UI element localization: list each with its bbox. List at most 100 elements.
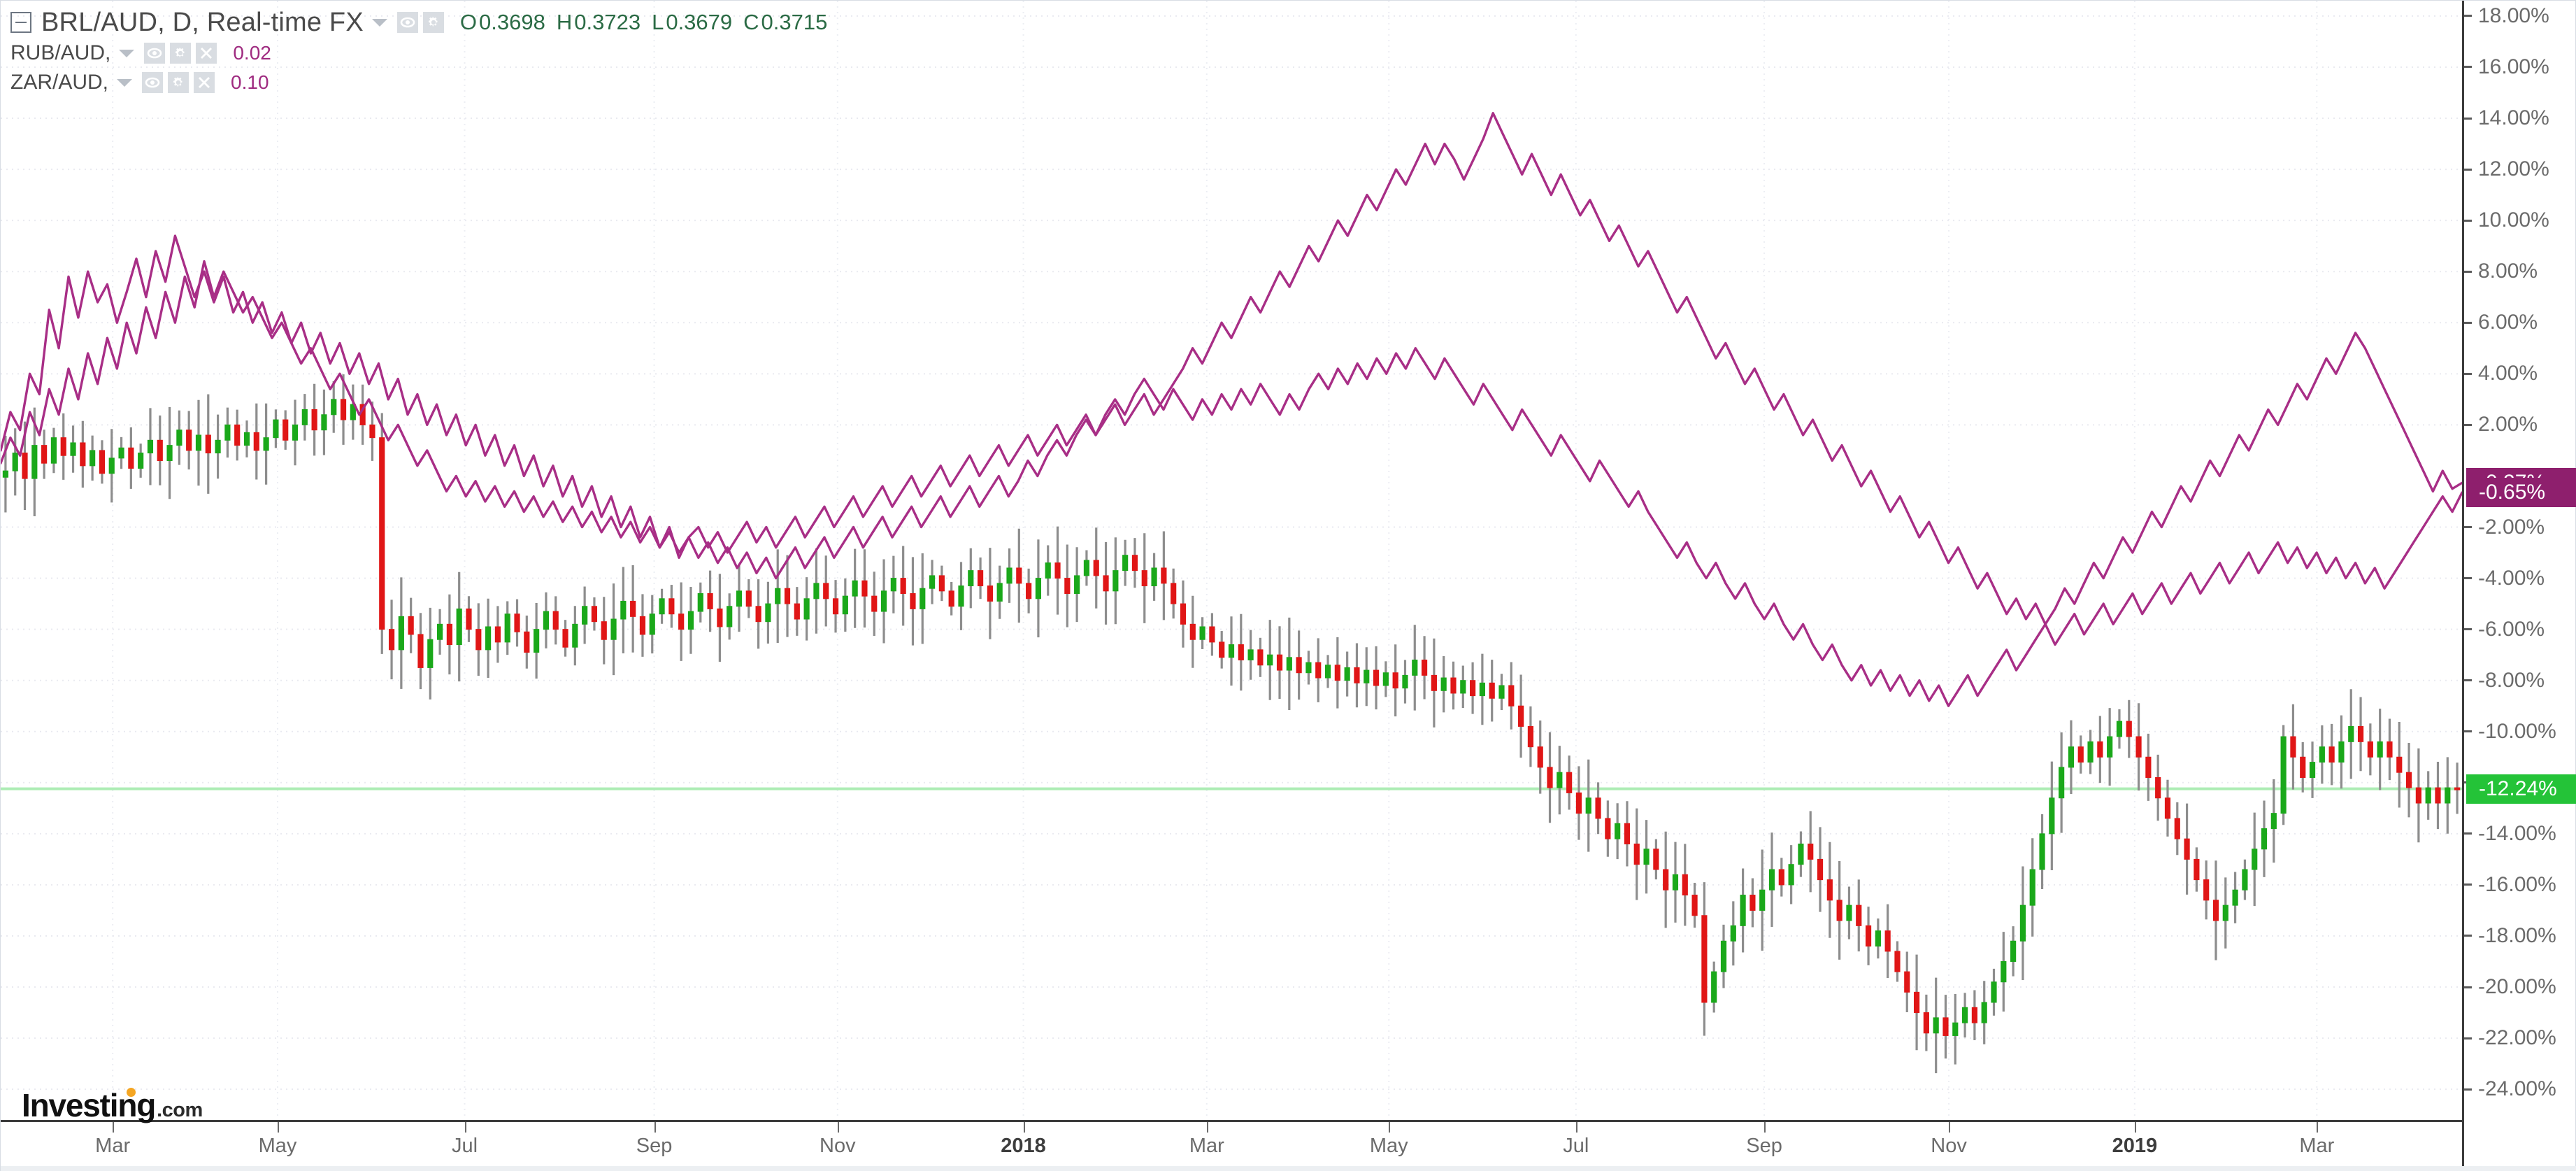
chart-legend: BRL/AUD, D, Real-time FX O0.3698 H0.3723… [10, 6, 827, 97]
tick-mark [2464, 628, 2472, 631]
series-symbol-label-zar[interactable]: ZAR/AUD, [10, 71, 109, 94]
time-axis-tick-label: May [1369, 1135, 1408, 1157]
tick-mark [2464, 66, 2472, 69]
gear-icon[interactable] [168, 72, 189, 93]
price-axis-tick-label: 10.00% [2478, 208, 2549, 232]
tick-mark [1206, 1122, 1208, 1133]
time-axis-tick-label: 2018 [1001, 1135, 1046, 1157]
price-axis-tick-label: 2.00% [2478, 413, 2538, 437]
time-axis-tick-label: Mar [2299, 1135, 2335, 1157]
tick-mark [1764, 1122, 1766, 1133]
series-value-rub: 0.02 [233, 42, 271, 64]
legend-row-zar-aud[interactable]: ZAR/AUD, 0.10 [10, 68, 827, 97]
series-value-zar: 0.10 [231, 71, 269, 93]
close-x-icon[interactable] [194, 72, 215, 93]
price-badge-zar[interactable]: -0.65% [2466, 478, 2576, 508]
price-axis-tick-label: 6.00% [2478, 311, 2538, 334]
legend-row-main[interactable]: BRL/AUD, D, Real-time FX O0.3698 H0.3723… [10, 6, 827, 38]
price-axis-tick-label: -16.00% [2478, 872, 2556, 896]
legend-row-rub-aud[interactable]: RUB/AUD, 0.02 [10, 38, 827, 68]
logo-suffix: .com [157, 1099, 203, 1121]
time-axis-tick-label: Mar [95, 1135, 131, 1157]
tick-mark [464, 1122, 466, 1133]
price-axis-tick-label: 12.00% [2478, 157, 2549, 181]
chevron-down-icon[interactable] [117, 78, 133, 87]
tick-mark [837, 1122, 839, 1133]
tick-mark [2464, 883, 2472, 886]
chevron-down-icon[interactable] [371, 18, 387, 27]
tick-mark [2464, 832, 2472, 835]
tick-mark [2464, 372, 2472, 375]
tick-mark [278, 1122, 279, 1133]
tick-mark [2464, 986, 2472, 988]
ohlc-close-key: C [743, 10, 759, 34]
horizontal-scrollbar[interactable] [1, 1166, 2576, 1171]
tick-mark [1389, 1122, 1391, 1133]
axis-corner [2462, 1120, 2575, 1171]
ohlc-open-key: O [459, 10, 478, 34]
price-axis-tick-label: -14.00% [2478, 821, 2556, 845]
tick-mark [2464, 423, 2472, 426]
close-x-icon[interactable] [196, 43, 217, 64]
tick-mark [1575, 1122, 1577, 1133]
main-symbol-label[interactable]: BRL/AUD, D, Real-time FX [41, 7, 364, 37]
eye-icon[interactable] [144, 43, 166, 64]
price-axis-tick-label: 18.00% [2478, 3, 2549, 27]
time-axis-tick-label: Jul [1563, 1135, 1589, 1157]
time-axis-tick-label: Nov [1931, 1135, 1967, 1157]
ohlc-low: L0.3679 [652, 10, 732, 35]
tick-mark [654, 1122, 656, 1133]
price-axis-tick-label: -4.00% [2478, 566, 2545, 590]
ohlc-high: H0.3723 [557, 10, 641, 35]
price-axis-tick-label: 4.00% [2478, 362, 2538, 385]
time-axis-tick-label: Sep [1746, 1135, 1782, 1157]
tick-mark [1023, 1122, 1025, 1133]
tick-mark [2464, 270, 2472, 273]
series-symbol-label-rub[interactable]: RUB/AUD, [10, 41, 111, 64]
price-axis[interactable]: 18.00% 16.00% 14.00% 12.00% 10.00% 8.00% 6.00%… [2462, 1, 2576, 1120]
tick-mark [2464, 1037, 2472, 1039]
ohlc-low-key: L [652, 10, 664, 34]
investing-com-logo: Investing .com [22, 1086, 203, 1124]
gear-icon[interactable] [422, 12, 444, 33]
time-axis[interactable]: Mar May Jul Sep Nov 2018 Mar May Jul Sep Nov 2019 Ma… [1, 1120, 2462, 1171]
tick-mark [1949, 1122, 1951, 1133]
tick-mark [2464, 117, 2472, 120]
price-axis-tick-label: 14.00% [2478, 106, 2549, 130]
chevron-down-icon[interactable] [119, 49, 135, 57]
tick-mark [2317, 1122, 2319, 1133]
tick-mark [2464, 577, 2472, 580]
tick-mark [2464, 15, 2472, 17]
price-axis-tick-label: -18.00% [2478, 923, 2556, 947]
ohlc-low-value: 0.3679 [666, 10, 733, 34]
ohlc-open-value: 0.3698 [479, 10, 545, 34]
eye-icon[interactable] [396, 12, 418, 33]
time-axis-tick-label: Jul [451, 1135, 478, 1157]
price-badge-brl[interactable]: -12.24% [2466, 774, 2576, 804]
tick-mark [2464, 526, 2472, 528]
price-axis-tick-label: -8.00% [2478, 668, 2545, 692]
collapse-minus-icon[interactable] [10, 12, 31, 33]
tick-mark [2464, 168, 2472, 171]
time-axis-tick-label: Sep [636, 1135, 673, 1157]
tick-mark [2464, 321, 2472, 324]
price-axis-tick-label: 16.00% [2478, 55, 2549, 78]
tick-mark [2464, 679, 2472, 682]
price-axis-tick-label: -2.00% [2478, 515, 2545, 539]
price-axis-tick-label: -20.00% [2478, 975, 2556, 999]
time-axis-tick-label: Nov [820, 1135, 856, 1157]
chart-plot-area[interactable] [1, 1, 2462, 1120]
time-axis-tick-label: Mar [1189, 1135, 1224, 1157]
ohlc-open: O0.3698 [460, 10, 545, 35]
price-axis-tick-label: -24.00% [2478, 1077, 2556, 1101]
gear-icon[interactable] [170, 43, 192, 64]
logo-dot-icon [127, 1088, 136, 1097]
tick-mark [2464, 730, 2472, 733]
tick-mark [113, 1122, 115, 1133]
price-axis-tick-label: -22.00% [2478, 1026, 2556, 1050]
price-axis-tick-label: -6.00% [2478, 617, 2545, 641]
ohlc-high-key: H [556, 10, 573, 34]
eye-icon[interactable] [142, 72, 164, 93]
tick-mark [2134, 1122, 2136, 1133]
tick-mark [2464, 219, 2472, 222]
